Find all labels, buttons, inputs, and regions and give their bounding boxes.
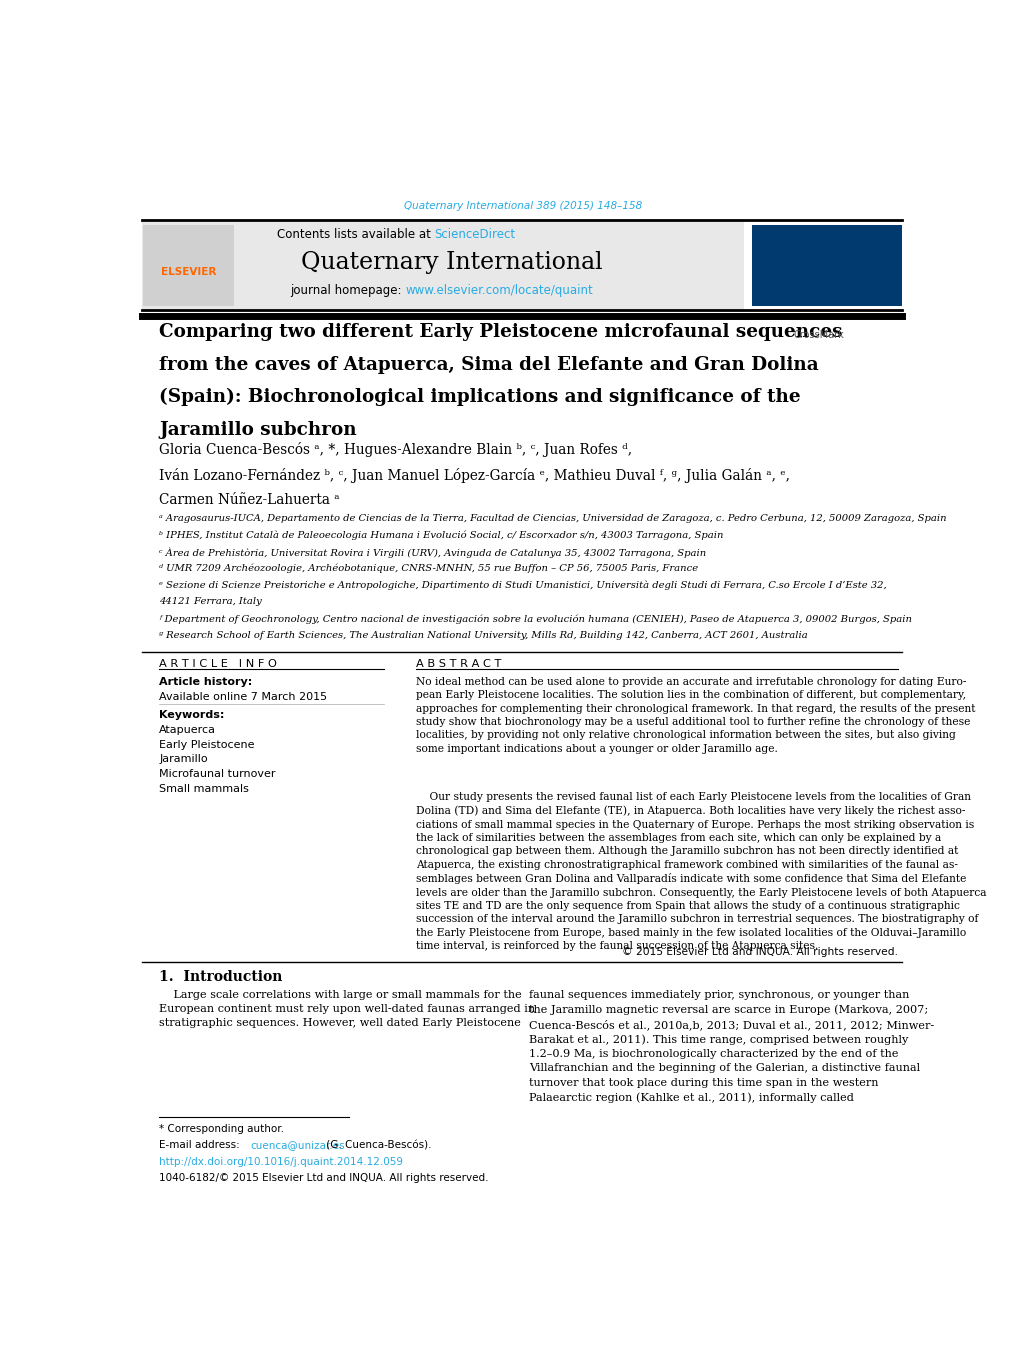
Text: Early Pleistocene: Early Pleistocene — [159, 739, 255, 750]
Text: cuenca@unizar.es: cuenca@unizar.es — [250, 1140, 344, 1151]
Text: Available online 7 March 2015: Available online 7 March 2015 — [159, 692, 327, 701]
Text: A B S T R A C T: A B S T R A C T — [416, 659, 501, 669]
Text: ᵃ Aragosaurus-IUCA, Departamento de Ciencias de la Tierra, Facultad de Ciencias,: ᵃ Aragosaurus-IUCA, Departamento de Cien… — [159, 514, 946, 523]
Text: Large scale correlations with large or small mammals for the
European continent : Large scale correlations with large or s… — [159, 989, 535, 1027]
Bar — [775, 319, 870, 352]
Text: Keywords:: Keywords: — [159, 711, 224, 720]
Text: journal homepage:: journal homepage: — [290, 284, 406, 298]
Text: 44121 Ferrara, Italy: 44121 Ferrara, Italy — [159, 598, 262, 606]
Text: ELSEVIER: ELSEVIER — [161, 266, 217, 277]
Text: 1040-6182/© 2015 Elsevier Ltd and INQUA. All rights reserved.: 1040-6182/© 2015 Elsevier Ltd and INQUA.… — [159, 1173, 488, 1182]
Text: Jaramillo: Jaramillo — [159, 754, 208, 764]
Text: 1.  Introduction: 1. Introduction — [159, 970, 282, 984]
Text: ᶠ Department of Geochronology, Centro nacional de investigación sobre la evoluci: ᶠ Department of Geochronology, Centro na… — [159, 614, 911, 624]
Text: ᵍ Research School of Earth Sciences, The Australian National University, Mills R: ᵍ Research School of Earth Sciences, The… — [159, 631, 807, 640]
Text: ᵈ UMR 7209 Archéozoologie, Archéobotanique, CNRS-MNHN, 55 rue Buffon – CP 56, 75: ᵈ UMR 7209 Archéozoologie, Archéobotaniq… — [159, 564, 698, 573]
Text: ᶜ Àrea de Prehistòria, Universitat Rovira i Virgili (URV), Avinguda de Catalunya: ᶜ Àrea de Prehistòria, Universitat Rovir… — [159, 548, 706, 557]
Text: No ideal method can be used alone to provide an accurate and irrefutable chronol: No ideal method can be used alone to pro… — [416, 677, 974, 754]
Text: Quaternary International: Quaternary International — [301, 251, 602, 275]
Text: Our study presents the revised faunal list of each Early Pleistocene levels from: Our study presents the revised faunal li… — [416, 792, 985, 951]
Text: Gloria Cuenca-Bescós ᵃ, *, Hugues-Alexandre Blain ᵇ, ᶜ, Juan Rofes ᵈ,: Gloria Cuenca-Bescós ᵃ, *, Hugues-Alexan… — [159, 443, 632, 458]
Text: Jaramillo subchron: Jaramillo subchron — [159, 420, 357, 439]
Text: http://dx.doi.org/10.1016/j.quaint.2014.12.059: http://dx.doi.org/10.1016/j.quaint.2014.… — [159, 1158, 403, 1167]
Text: (G. Cuenca-Bescós).: (G. Cuenca-Bescós). — [322, 1140, 431, 1151]
Text: Microfaunal turnover: Microfaunal turnover — [159, 769, 275, 779]
Text: Carmen Núñez-Lahuerta ᵃ: Carmen Núñez-Lahuerta ᵃ — [159, 493, 339, 507]
Bar — [143, 224, 234, 306]
Text: ᵇ IPHES, Institut Català de Paleoecologia Humana i Evolució Social, c/ Escorxado: ᵇ IPHES, Institut Català de Paleoecologi… — [159, 530, 722, 540]
Text: from the caves of Atapuerca, Sima del Elefante and Gran Dolina: from the caves of Atapuerca, Sima del El… — [159, 356, 818, 374]
Text: Quaternary International 389 (2015) 148–158: Quaternary International 389 (2015) 148–… — [404, 201, 641, 211]
Text: www.elsevier.com/locate/quaint: www.elsevier.com/locate/quaint — [406, 284, 593, 298]
Bar — [142, 220, 744, 308]
Text: Contents lists available at: Contents lists available at — [276, 228, 434, 241]
Text: © 2015 Elsevier Ltd and INQUA. All rights reserved.: © 2015 Elsevier Ltd and INQUA. All right… — [622, 947, 898, 957]
Text: Atapuerca: Atapuerca — [159, 724, 216, 735]
Text: (Spain): Biochronological implications and significance of the: (Spain): Biochronological implications a… — [159, 389, 800, 406]
Text: A R T I C L E   I N F O: A R T I C L E I N F O — [159, 659, 277, 669]
Text: E-mail address:: E-mail address: — [159, 1140, 243, 1151]
Text: Iván Lozano-Fernández ᵇ, ᶜ, Juan Manuel López-García ᵉ, Mathieu Duval ᶠ, ᵍ, Juli: Iván Lozano-Fernández ᵇ, ᶜ, Juan Manuel … — [159, 467, 790, 482]
Text: ᵉ Sezione di Scienze Preistoriche e Antropologiche, Dipartimento di Studi Umanis: ᵉ Sezione di Scienze Preistoriche e Antr… — [159, 580, 886, 590]
Text: faunal sequences immediately prior, synchronous, or younger than
the Jaramillo m: faunal sequences immediately prior, sync… — [529, 989, 933, 1102]
Text: Comparing two different Early Pleistocene microfaunal sequences: Comparing two different Early Pleistocen… — [159, 323, 842, 341]
Text: CrossMark: CrossMark — [793, 330, 844, 340]
Text: Small mammals: Small mammals — [159, 784, 249, 794]
Text: Article history:: Article history: — [159, 677, 252, 686]
Bar — [751, 224, 902, 306]
Text: * Corresponding author.: * Corresponding author. — [159, 1124, 284, 1133]
Text: ScienceDirect: ScienceDirect — [434, 228, 515, 241]
